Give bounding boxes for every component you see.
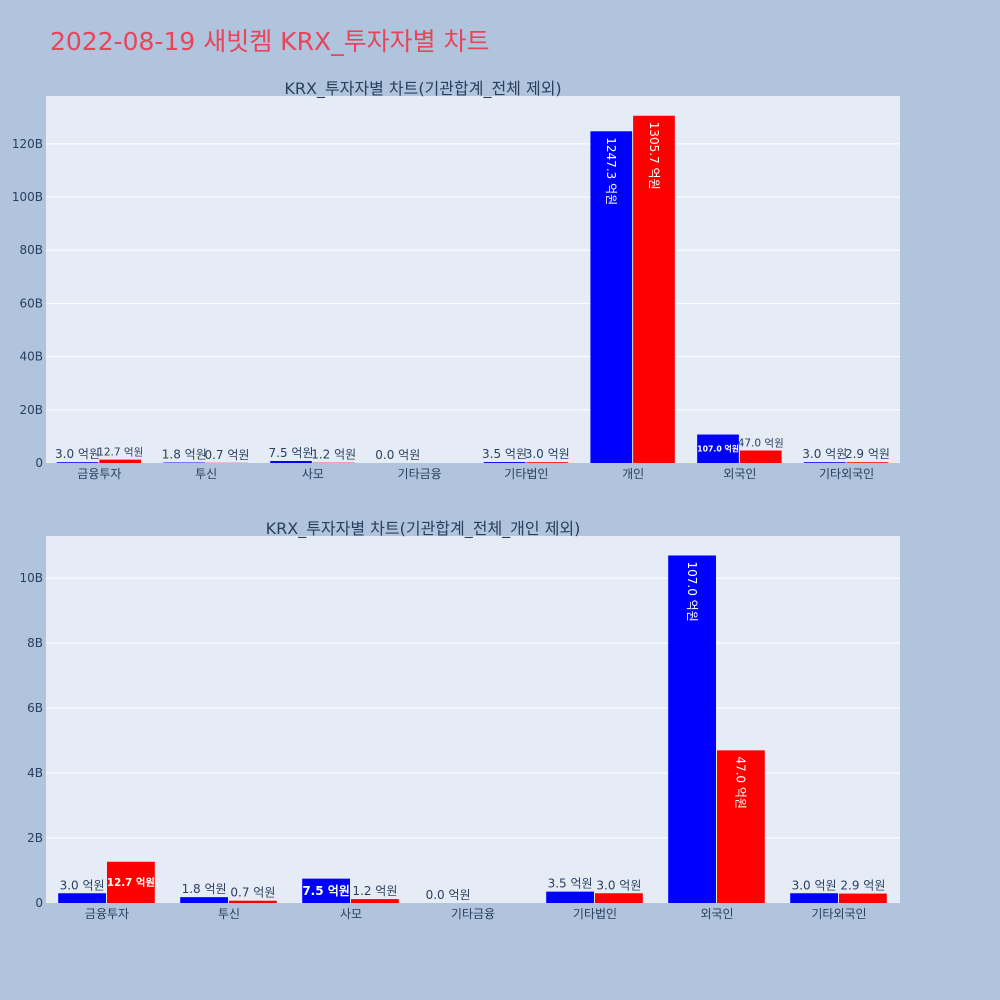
bar — [590, 131, 633, 463]
x-tick-label: 금융투자 — [85, 907, 129, 921]
y-tick-label: 80B — [19, 243, 43, 257]
bar-data-label: 3.0 억원 — [525, 447, 570, 461]
bar-data-label: 7.5 억원 — [269, 446, 314, 460]
bar-data-label: 107.0 억원 — [697, 444, 739, 454]
bar — [839, 893, 887, 903]
bar-data-label: 107.0 억원 — [685, 561, 699, 621]
bar-data-label: 3.5 억원 — [482, 447, 527, 461]
bar — [633, 115, 675, 463]
bar-data-label: 3.0 억원 — [596, 878, 641, 892]
bar-data-label: 47.0 억원 — [734, 756, 748, 809]
y-tick-label: 20B — [19, 403, 43, 417]
bar — [803, 462, 846, 463]
x-tick-label: 투신 — [195, 467, 217, 481]
x-tick-label: 기타외국인 — [819, 467, 874, 481]
bar-data-label: 3.0 억원 — [60, 878, 105, 892]
bar — [302, 878, 350, 903]
bar-data-label: 3.0 억원 — [792, 878, 837, 892]
x-tick-label: 기타금융 — [398, 467, 442, 481]
page-title: 2022-08-19 새빗켐 KRX_투자자별 차트 — [50, 27, 490, 56]
chart-title: KRX_투자자별 차트(기관합계_전체_개인 제외) — [266, 519, 581, 539]
y-tick-label: 60B — [19, 296, 43, 310]
bar-data-label: 0.0 억원 — [426, 888, 471, 902]
bar-data-label: 3.5 억원 — [548, 877, 593, 891]
bar-data-label: 0.0 억원 — [375, 448, 420, 462]
bar — [717, 750, 765, 903]
y-tick-label: 2B — [27, 831, 43, 845]
y-tick-label: 100B — [12, 190, 43, 204]
y-tick-label: 6B — [27, 701, 43, 715]
chart-2: KRX_투자자별 차트(기관합계_전체_개인 제외) 0 2B 4B 6B 8B 10B 금융… — [19, 519, 900, 921]
bar-data-label: 12.7 억원 — [107, 876, 155, 889]
x-tick-label: 개인 — [622, 467, 644, 481]
chart-1: KRX_투자자별 차트(기관합계_전체 제외) 0 20B 40B 60B 80B 100B… — [12, 79, 900, 481]
x-tick-label: 외국인 — [700, 907, 733, 921]
x-tick-label: 금융투자 — [77, 467, 121, 481]
x-tick-label: 사모 — [302, 467, 324, 481]
x-tick-label: 기타법인 — [573, 907, 617, 921]
bar — [229, 900, 277, 903]
bar — [180, 897, 228, 903]
bar-data-label: 1305.7 억원 — [647, 122, 661, 190]
x-tick-label: 기타금융 — [451, 907, 495, 921]
y-tick-label: 4B — [27, 766, 43, 780]
bar — [483, 462, 526, 463]
bar-data-label: 3.0 억원 — [55, 447, 100, 461]
bar-data-label: 0.7 억원 — [230, 886, 275, 900]
x-tick-label: 외국인 — [723, 467, 756, 481]
x-tick-label: 기타외국인 — [811, 907, 866, 921]
bar — [526, 462, 569, 463]
bar — [790, 893, 838, 903]
x-tick-label: 기타법인 — [504, 467, 548, 481]
bar — [697, 434, 739, 463]
bar — [846, 462, 889, 463]
bar — [99, 459, 142, 463]
plot-area — [46, 536, 900, 903]
x-tick-label: 투신 — [218, 907, 240, 921]
bar-data-label: 0.7 억원 — [204, 448, 249, 462]
y-tick-label: 0 — [35, 456, 43, 470]
bar-data-label: 12.7 억원 — [97, 447, 143, 459]
bar-data-label: 3.0 억원 — [802, 447, 847, 461]
bar-data-label: 2.9 억원 — [845, 447, 890, 461]
bar — [351, 899, 399, 903]
bar-data-label: 2.9 억원 — [840, 879, 885, 893]
bar — [668, 555, 716, 903]
bar-data-label: 1.8 억원 — [162, 448, 207, 462]
bar — [739, 450, 782, 463]
y-tick-label: 0 — [35, 896, 43, 910]
bar — [546, 891, 594, 903]
bar — [58, 893, 106, 903]
bar-data-label: 47.0 억원 — [738, 438, 784, 450]
chart-title: KRX_투자자별 차트(기관합계_전체 제외) — [284, 79, 561, 99]
bar — [270, 461, 312, 463]
bar — [56, 462, 99, 463]
y-tick-label: 120B — [12, 137, 43, 151]
x-tick-label: 사모 — [340, 907, 362, 921]
bar-data-label: 7.5 억원 — [302, 884, 350, 898]
bar-data-label: 1.2 억원 — [311, 448, 356, 462]
bar — [595, 893, 643, 903]
bar-data-label: 1.8 억원 — [182, 882, 227, 896]
bar-data-label: 1247.3 억원 — [604, 137, 618, 205]
bar — [107, 861, 155, 903]
plot-area — [46, 96, 900, 463]
y-tick-label: 8B — [27, 636, 43, 650]
bar-data-label: 1.2 억원 — [352, 884, 397, 898]
y-tick-label: 40B — [19, 350, 43, 364]
y-tick-label: 10B — [19, 571, 43, 585]
